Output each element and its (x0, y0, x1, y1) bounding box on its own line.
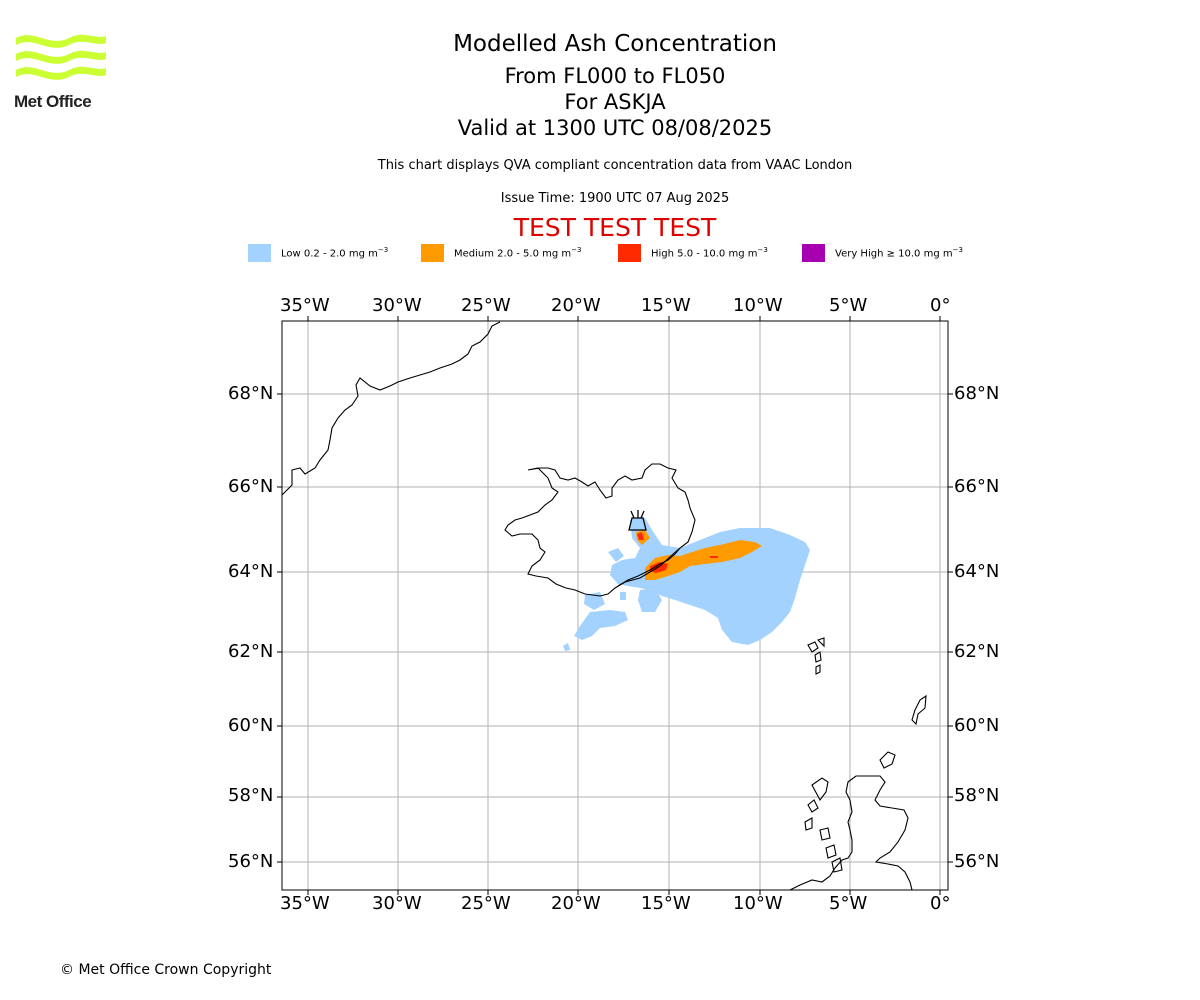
legend-item-high: High 5.0 - 10.0 mg m−3 (618, 244, 768, 262)
legend-item-very-high: Very High ≥ 10.0 mg m−3 (802, 244, 963, 262)
lat-label-left-60n: 60°N (228, 715, 274, 736)
lon-label-bottom-30w: 30°W (372, 893, 422, 914)
legend-label-medium: Medium 2.0 - 5.0 mg m (454, 248, 572, 260)
chart-subtitle: This chart displays QVA compliant concen… (377, 158, 853, 173)
legend-label-high: High 5.0 - 10.0 mg m (651, 248, 758, 260)
lon-label-top-0: 0° (930, 295, 951, 316)
lon-label-bottom-5w: 5°W (829, 893, 868, 914)
lat-label-right-64n: 64°N (954, 561, 1000, 582)
logo-text: Met Office (14, 92, 92, 111)
lon-label-bottom-10w: 10°W (733, 893, 783, 914)
lat-label-left-66n: 66°N (228, 476, 274, 497)
lat-label-right-56n: 56°N (954, 851, 1000, 872)
lon-label-bottom-0: 0° (930, 893, 951, 914)
legend-swatch-medium (421, 244, 444, 262)
ash-high-area (637, 532, 718, 573)
test-banner: TEST TEST TEST (513, 213, 717, 242)
lat-label-left-64n: 64°N (228, 561, 274, 582)
lon-label-top-5w: 5°W (829, 295, 868, 316)
legend: Low 0.2 - 2.0 mg m−3 Medium 2.0 - 5.0 mg… (0, 244, 1200, 264)
legend-item-medium: Medium 2.0 - 5.0 mg m−3 (421, 244, 581, 262)
legend-swatch-low (248, 244, 271, 262)
lon-label-top-25w: 25°W (461, 295, 511, 316)
volcano-icon (628, 510, 647, 531)
lat-label-right-68n: 68°N (954, 383, 1000, 404)
volcano-name: For ASKJA (564, 90, 666, 114)
legend-exp-high: −3 (757, 246, 768, 255)
legend-swatch-high (618, 244, 641, 262)
legend-label-low: Low 0.2 - 2.0 mg m (281, 248, 378, 260)
legend-item-low: Low 0.2 - 2.0 mg m−3 (248, 244, 388, 262)
lat-label-right-58n: 58°N (954, 785, 1000, 806)
lon-label-top-15w: 15°W (641, 295, 691, 316)
valid-time: Valid at 1300 UTC 08/08/2025 (457, 116, 773, 140)
met-office-logo: Met Office (14, 30, 109, 112)
ash-low-area (563, 518, 810, 651)
lat-label-right-66n: 66°N (954, 476, 1000, 497)
lon-label-bottom-15w: 15°W (641, 893, 691, 914)
lon-label-bottom-35w: 35°W (280, 893, 330, 914)
map-ticks (277, 316, 953, 895)
map-gridlines (282, 321, 948, 890)
lon-label-bottom-25w: 25°W (461, 893, 511, 914)
met-office-waves-icon (16, 34, 106, 80)
copyright: © Met Office Crown Copyright (60, 962, 272, 978)
legend-exp-medium: −3 (571, 246, 582, 255)
lon-label-top-20w: 20°W (551, 295, 601, 316)
lat-label-left-62n: 62°N (228, 641, 274, 662)
map-frame (281, 320, 949, 891)
lat-label-right-60n: 60°N (954, 715, 1000, 736)
legend-exp-very-high: −3 (952, 246, 963, 255)
legend-exp-low: −3 (377, 246, 389, 255)
legend-swatch-very-high (802, 244, 825, 262)
legend-label-very-high: Very High ≥ 10.0 mg m (835, 248, 953, 260)
lat-label-left-68n: 68°N (228, 383, 274, 404)
lon-label-top-35w: 35°W (280, 295, 330, 316)
lon-label-top-30w: 30°W (372, 295, 422, 316)
lat-label-left-56n: 56°N (228, 851, 274, 872)
issue-time: Issue Time: 1900 UTC 07 Aug 2025 (500, 191, 730, 206)
lat-label-right-62n: 62°N (954, 641, 1000, 662)
chart-title: Modelled Ash Concentration (453, 31, 777, 57)
lat-label-left-58n: 58°N (228, 785, 274, 806)
lon-label-top-10w: 10°W (733, 295, 783, 316)
coastlines (282, 321, 927, 890)
lon-label-bottom-20w: 20°W (551, 893, 601, 914)
flight-levels: From FL000 to FL050 (504, 64, 726, 88)
